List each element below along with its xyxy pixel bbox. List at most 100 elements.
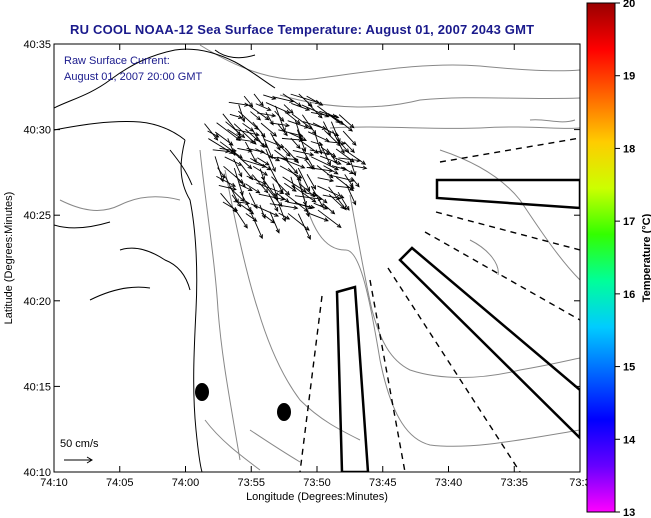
current-vector <box>335 185 355 190</box>
isobath-line <box>349 194 580 378</box>
current-vector <box>317 209 342 229</box>
current-vector <box>306 95 324 106</box>
current-vector <box>241 193 252 212</box>
current-vector <box>228 101 250 107</box>
current-vector <box>278 212 291 220</box>
current-vector <box>340 166 355 175</box>
current-vector <box>238 183 253 191</box>
current-vector <box>246 175 267 185</box>
isobath-line <box>529 119 576 123</box>
current-vector <box>222 201 239 212</box>
current-vector <box>233 200 251 206</box>
x-tick-label: 73:40 <box>435 477 463 489</box>
current-vector <box>319 155 342 165</box>
current-vector <box>258 193 286 201</box>
radar-beam <box>387 267 521 472</box>
current-vector <box>284 111 301 125</box>
current-vector <box>306 174 317 190</box>
current-vector <box>317 177 335 183</box>
current-vector <box>250 203 280 217</box>
current-vector <box>290 137 301 150</box>
annotation-line-2: August 01, 2007 20:00 GMT <box>64 71 202 83</box>
y-tick-label: 40:10 <box>23 467 51 479</box>
isobath-line <box>224 169 361 441</box>
current-vector <box>345 184 357 206</box>
current-vector <box>207 130 220 138</box>
coverage-polygon <box>335 285 370 472</box>
current-vector <box>327 174 355 183</box>
x-tick-label: 73:35 <box>500 477 528 489</box>
radar-beam <box>424 231 580 321</box>
plot-frame <box>53 43 581 473</box>
current-vector <box>263 94 277 100</box>
coastline-line <box>89 286 151 301</box>
coverage-polygon <box>435 178 580 210</box>
current-vector <box>272 138 291 157</box>
current-vector <box>308 212 329 222</box>
colorbar-tick-label: 13 <box>623 507 635 518</box>
current-vector <box>217 167 226 179</box>
current-vector <box>278 203 287 222</box>
isobath-line <box>469 239 499 276</box>
current-vector <box>292 185 317 203</box>
colorbar <box>586 2 616 513</box>
current-vector <box>351 165 368 170</box>
current-vector <box>253 93 264 107</box>
isobath-line <box>299 179 580 447</box>
colorbar-tick-label: 18 <box>623 143 635 155</box>
isobath-line <box>329 126 580 129</box>
current-vector <box>224 156 243 166</box>
current-vector <box>231 194 242 208</box>
current-vector <box>245 213 258 222</box>
current-vector <box>233 167 244 196</box>
current-vector <box>229 113 244 120</box>
current-vector <box>328 194 346 210</box>
current-vector <box>338 157 362 163</box>
current-vector <box>218 185 237 191</box>
current-vector <box>255 148 281 162</box>
current-vector <box>257 157 270 166</box>
current-vector <box>277 156 306 169</box>
coastline-line <box>169 149 193 186</box>
y-tick-label: 40:20 <box>23 296 51 308</box>
current-vector <box>337 191 350 211</box>
current-vector <box>332 130 345 155</box>
current-vector <box>279 165 303 179</box>
radar-coverage <box>335 178 580 472</box>
current-vector <box>220 192 238 213</box>
y-axis-label: Latitude (Degrees:Minutes) <box>3 192 15 325</box>
y-tick-label: 40:25 <box>23 210 51 222</box>
current-vector <box>313 202 329 210</box>
current-vector <box>296 176 307 207</box>
current-vector <box>252 129 265 149</box>
current-vector <box>238 104 246 123</box>
scale-label: 50 cm/s <box>60 438 99 450</box>
current-vector <box>259 204 266 220</box>
isobath-line <box>204 419 261 471</box>
colorbar-tick-label: 16 <box>623 289 635 301</box>
current-vector <box>309 149 331 156</box>
current-vector <box>237 147 253 153</box>
current-vectors <box>204 93 368 240</box>
current-vector <box>292 150 315 157</box>
current-vector <box>298 93 313 107</box>
current-vector <box>260 122 278 137</box>
map-title: RU COOL NOAA-12 Sea Surface Temperature:… <box>70 22 535 37</box>
current-vector <box>244 141 257 164</box>
current-vector <box>238 110 259 131</box>
colorbar-tick-label: 17 <box>623 216 635 228</box>
current-vector <box>287 120 310 129</box>
current-vector <box>307 103 323 119</box>
colorbar-label: Temperature (°C) <box>641 213 651 302</box>
radar-beams <box>299 137 580 472</box>
current-vector <box>282 176 307 193</box>
current-vector <box>291 113 314 130</box>
current-vector <box>254 137 268 148</box>
current-vector <box>331 156 352 166</box>
coastline-line <box>180 139 203 472</box>
current-vector <box>323 165 339 175</box>
current-vector <box>287 213 310 231</box>
current-vector <box>269 203 299 210</box>
colorbar-tick-label: 15 <box>623 362 635 374</box>
x-tick-label: 73:3 <box>569 477 590 489</box>
